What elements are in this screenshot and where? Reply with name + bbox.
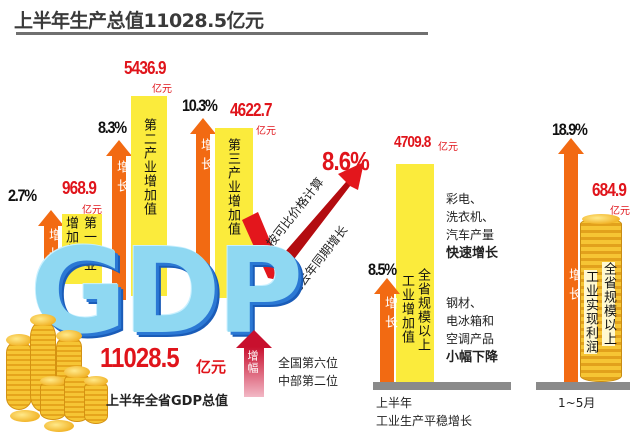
gdp-growth-trend-arrow [242, 162, 364, 280]
industrial-unit: 亿元 [438, 142, 458, 153]
primary-value: 968.9 [62, 178, 97, 198]
primary-bar [62, 214, 102, 284]
profit-baseline [536, 382, 630, 390]
tertiary-bar [215, 128, 253, 298]
production-increase-note: 彩电、 洗衣机、 汽车产量 快速增长 [446, 192, 499, 261]
page-title: 上半年生产总值11028.5亿元 [14, 10, 264, 32]
industrial-growth-pct: 8.5% [368, 260, 397, 279]
primary-unit: 亿元 [82, 205, 102, 216]
profit-label-2: 全省规模以上 [601, 262, 616, 346]
gdp-total-caption: 上半年全省GDP总值 [106, 394, 228, 409]
primary-growth-pct: 2.7% [8, 186, 37, 205]
industrial-baseline [373, 382, 511, 390]
primary-label-col2: 第一产业 [81, 216, 96, 272]
industrial-caption-2: 工业生产平稳增长 [376, 414, 473, 428]
profit-growth-pct: 18.9% [552, 120, 588, 139]
secondary-growth-pct: 8.3% [98, 118, 127, 137]
gdp-growth-value: 8.6% [322, 146, 370, 176]
industrial-bar-label-1: 工业增加值 [399, 274, 414, 344]
secondary-bar [131, 96, 167, 296]
tertiary-growth-arrow: 增长 [190, 118, 216, 298]
secondary-label: 第二产业增加值 [141, 118, 156, 216]
tertiary-growth-pct: 10.3% [182, 96, 218, 115]
secondary-growth-arrow: 增长 [106, 140, 132, 300]
profit-unit: 亿元 [610, 206, 630, 217]
rank-line-1: 全国第六位 [278, 356, 339, 370]
secondary-value: 5436.9 [124, 58, 167, 78]
tertiary-label: 第三产业增加值 [225, 138, 240, 236]
industrial-bar-label-2: 全省规模以上 [415, 268, 430, 352]
growth-rank-arrow: 增幅 [236, 330, 272, 400]
profit-coin-top [582, 214, 620, 224]
tertiary-unit: 亿元 [256, 126, 276, 137]
profit-label-1: 工业实现利润 [583, 270, 598, 354]
primary-label-col1: 增加值 [63, 216, 78, 258]
profit-caption: 1~5月 [558, 396, 596, 410]
tertiary-value: 4622.7 [230, 100, 273, 120]
industrial-value: 4709.8 [394, 134, 431, 151]
rank-line-2: 中部第二位 [278, 374, 339, 388]
title-divider [16, 32, 428, 35]
industrial-growth-arrow: 增长 [374, 278, 400, 382]
profit-value: 684.9 [592, 180, 627, 200]
profit-growth-arrow: 增长 [558, 138, 584, 382]
gdp-total-unit: 亿元 [196, 358, 227, 376]
gdp-total-value: 11028.5 [100, 342, 180, 373]
production-decrease-note: 钢材、 电冰箱和 空调产品 小幅下降 [446, 296, 499, 365]
industrial-bar [396, 164, 434, 382]
industrial-caption-1: 上半年 [376, 396, 413, 410]
secondary-unit: 亿元 [152, 84, 172, 95]
primary-growth-arrow: 增长 [38, 210, 64, 285]
